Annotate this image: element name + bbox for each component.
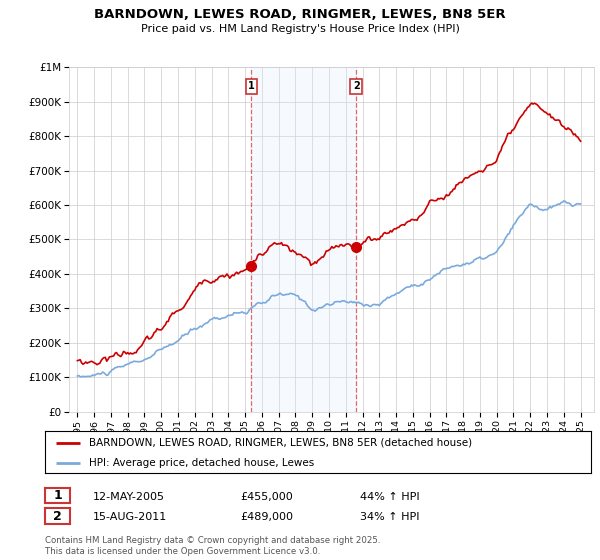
Text: 2: 2 [353,81,359,91]
Text: £455,000: £455,000 [240,492,293,502]
Text: 12-MAY-2005: 12-MAY-2005 [93,492,165,502]
Text: BARNDOWN, LEWES ROAD, RINGMER, LEWES, BN8 5ER: BARNDOWN, LEWES ROAD, RINGMER, LEWES, BN… [94,8,506,21]
Text: 15-AUG-2011: 15-AUG-2011 [93,512,167,522]
Text: Price paid vs. HM Land Registry's House Price Index (HPI): Price paid vs. HM Land Registry's House … [140,24,460,34]
Text: 1: 1 [248,81,254,91]
Text: 34% ↑ HPI: 34% ↑ HPI [360,512,419,522]
Text: Contains HM Land Registry data © Crown copyright and database right 2025.
This d: Contains HM Land Registry data © Crown c… [45,536,380,556]
Text: £489,000: £489,000 [240,512,293,522]
Text: 2: 2 [53,510,62,523]
Text: HPI: Average price, detached house, Lewes: HPI: Average price, detached house, Lewe… [89,458,314,468]
Bar [251,67,356,412]
Text: 1: 1 [53,489,62,502]
Text: BARNDOWN, LEWES ROAD, RINGMER, LEWES, BN8 5ER (detached house): BARNDOWN, LEWES ROAD, RINGMER, LEWES, BN… [89,438,472,448]
Text: 44% ↑ HPI: 44% ↑ HPI [360,492,419,502]
